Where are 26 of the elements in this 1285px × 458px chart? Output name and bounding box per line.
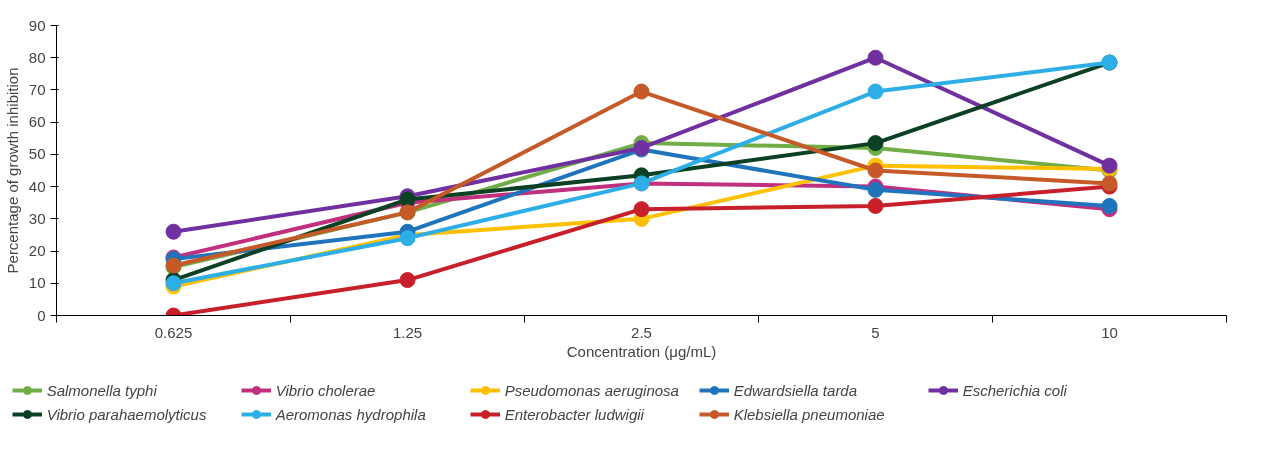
y-axis-title: Percentage of growth inhibition xyxy=(3,67,21,274)
legend-label: Edwardsiella tarda xyxy=(733,381,859,399)
legend-label: Vibrio cholerae xyxy=(275,381,377,399)
legend-label: Vibrio parahaemolyticus xyxy=(46,405,208,423)
y-tick-label: 20 xyxy=(28,242,46,260)
y-tick-label: 80 xyxy=(28,48,46,66)
x-tick-label: 2.5 xyxy=(631,323,652,341)
x-tick-label: 0.625 xyxy=(154,323,193,341)
y-tick-label: 0 xyxy=(37,306,46,324)
y-tick-label: 30 xyxy=(28,209,46,227)
x-tick-label: 1.25 xyxy=(392,323,423,341)
x-tick-label: 5 xyxy=(871,323,880,341)
y-tick-label: 40 xyxy=(28,177,46,195)
y-tick-label: 90 xyxy=(28,16,46,34)
legend-label: Aeromonas hydrophila xyxy=(275,405,427,423)
x-axis-title: Concentration (μg/mL) xyxy=(566,342,717,360)
y-tick-label: 50 xyxy=(28,145,46,163)
legend-label: Escherichia coli xyxy=(962,381,1068,399)
x-tick-label: 10 xyxy=(1101,323,1118,341)
legend-label: Pseudomonas aeruginosa xyxy=(504,381,680,399)
legend-label: Salmonella typhi xyxy=(46,381,158,399)
y-tick-label: 60 xyxy=(28,113,46,131)
y-tick-label: 70 xyxy=(28,80,46,98)
legend-label: Klebsiella pneumoniae xyxy=(733,405,886,423)
y-tick-label: 10 xyxy=(28,274,46,292)
legend-label: Enterobacter ludwigii xyxy=(504,405,645,423)
